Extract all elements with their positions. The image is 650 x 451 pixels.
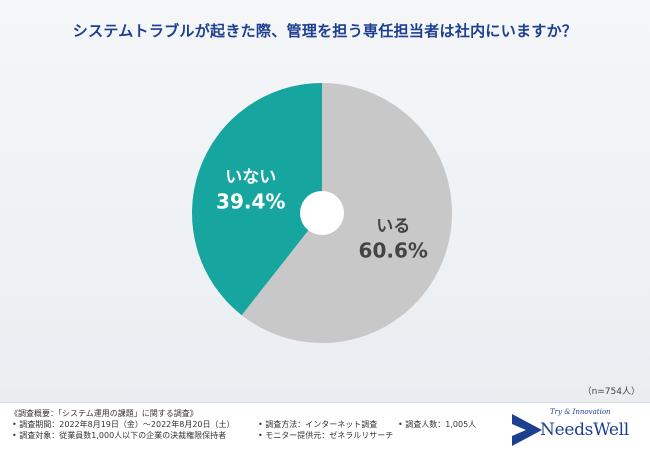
survey-target: • 調査対象：従業員数1,000人以下の企業の決裁権限保持者 xyxy=(12,431,227,440)
slice-value-iru: 60.6% xyxy=(359,239,428,263)
donut-hole xyxy=(300,191,344,235)
pie-slice-iru xyxy=(241,83,452,343)
survey-count: • 調査人数：1,005人 xyxy=(398,420,477,429)
survey-method: • 調査方法：インターネット調査 xyxy=(258,420,378,429)
needswell-logo: Try & Innovation NeedsWell xyxy=(508,408,648,448)
survey-summary: 《調査概要：「システム運用の課題」に関する調査》 xyxy=(10,409,198,418)
slice-label-inai: いない xyxy=(225,167,276,187)
survey-footer: 《調査概要：「システム運用の課題」に関する調査》 • 調査期間：2022年8月1… xyxy=(0,402,650,451)
needswell-mark-icon xyxy=(512,414,542,446)
slice-label-iru: いる xyxy=(376,217,410,237)
survey-period: • 調査期間：2022年8月19日（金）〜2022年8月20日（土） xyxy=(12,420,235,429)
sample-size: （n=754人） xyxy=(582,387,640,397)
survey-monitor: • モニター提供元：ゼネラルリサーチ xyxy=(258,431,394,440)
chart-title: システムトラブルが起きた際、管理を担う専任担当者は社内にいますか？ xyxy=(72,22,578,40)
pie-slice-inai xyxy=(191,83,322,316)
slice-value-inai: 39.4% xyxy=(216,189,285,213)
logo-name: NeedsWell xyxy=(540,420,629,440)
logo-tagline: Try & Innovation xyxy=(550,408,611,416)
